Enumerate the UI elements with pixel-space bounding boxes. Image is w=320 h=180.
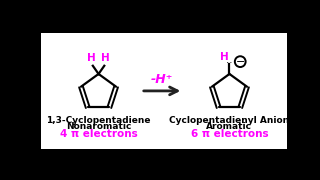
Text: 4 π electrons: 4 π electrons bbox=[60, 129, 137, 139]
Text: −: − bbox=[236, 57, 245, 67]
Text: 6 π electrons: 6 π electrons bbox=[191, 129, 268, 139]
Text: ‥: ‥ bbox=[225, 55, 232, 65]
Text: -H⁺: -H⁺ bbox=[151, 73, 173, 86]
Text: H: H bbox=[87, 53, 96, 64]
FancyBboxPatch shape bbox=[41, 33, 287, 149]
Text: 1,3-Cyclopentadiene: 1,3-Cyclopentadiene bbox=[46, 116, 151, 125]
Text: H: H bbox=[220, 52, 229, 62]
Text: Nonaromatic: Nonaromatic bbox=[66, 122, 131, 131]
Text: Aromatic: Aromatic bbox=[206, 122, 252, 131]
Text: Cyclopentadienyl Anion: Cyclopentadienyl Anion bbox=[169, 116, 290, 125]
Text: H: H bbox=[101, 53, 110, 64]
